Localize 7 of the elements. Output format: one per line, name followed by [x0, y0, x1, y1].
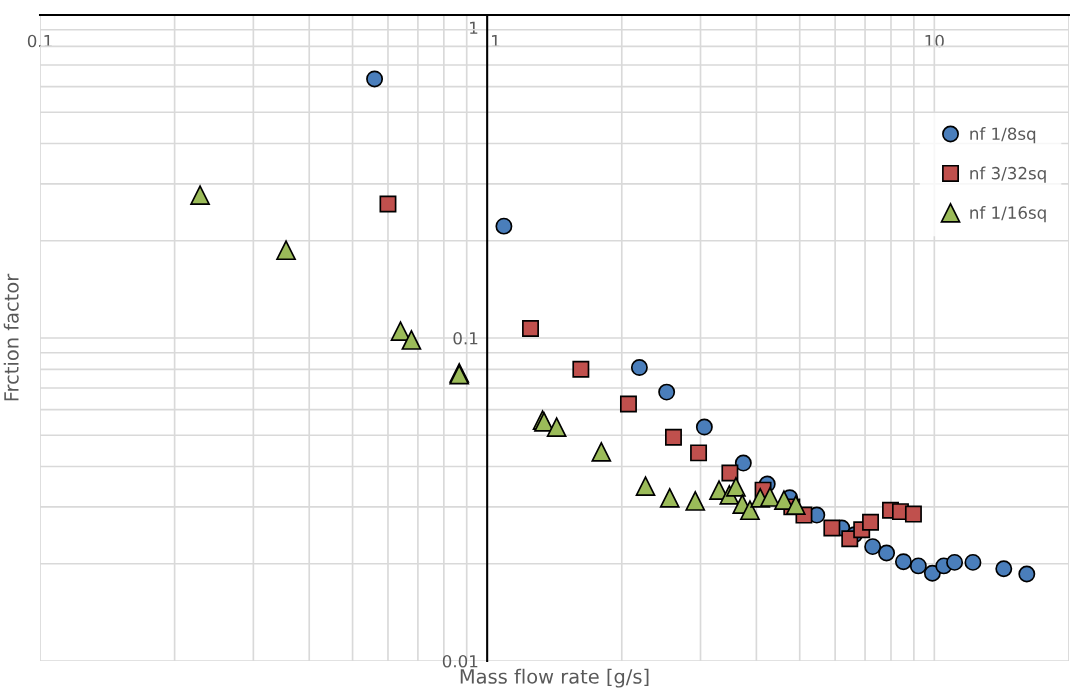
- x-axis-title: Mass flow rate [g/s]: [460, 668, 649, 688]
- legend-label: nf 3/32sq: [970, 166, 1046, 183]
- y-axis-title: Frction factor: [3, 273, 19, 401]
- legend-label: nf 1/8sq: [970, 127, 1036, 144]
- y-tick-label: 0.01: [442, 654, 478, 668]
- legend-label: nf 1/16sq: [970, 206, 1046, 223]
- y-tick-label: 0.1: [453, 331, 478, 345]
